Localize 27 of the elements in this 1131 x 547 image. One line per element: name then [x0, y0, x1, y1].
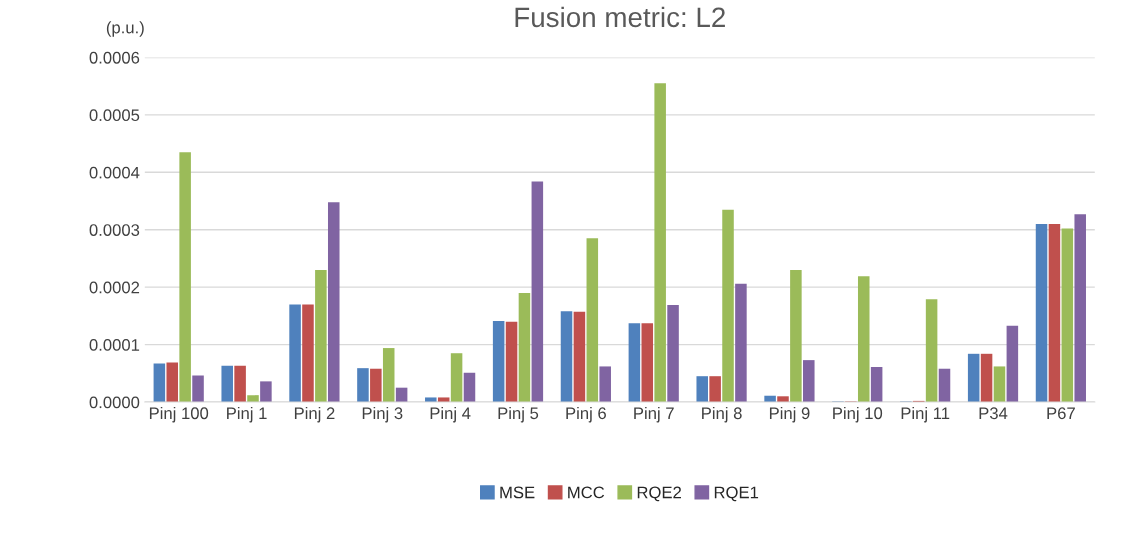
- y-tick-label: 0.0000: [89, 396, 140, 409]
- x-tick-label: Pinj 2: [294, 406, 335, 423]
- x-tick-label: Pinj 1: [227, 406, 267, 423]
- y-tick-label: 0.0004: [89, 166, 140, 179]
- x-tick-label: Pinj 9: [769, 406, 810, 423]
- y-tick-label: 0.0006: [89, 51, 140, 64]
- x-tick-label: Pinj 3: [362, 406, 403, 423]
- legend-label: RQE2: [637, 486, 681, 502]
- x-tick-label: Pinj 8: [702, 406, 742, 423]
- x-tick-label: P34: [979, 407, 1008, 420]
- x-tick-label: P67: [1047, 407, 1075, 420]
- legend-label: MCC: [568, 486, 605, 499]
- x-tick-label: Pinj 7: [634, 406, 674, 423]
- x-tick-label: Pinj 100: [149, 406, 209, 423]
- legend-label: MSE: [500, 486, 535, 499]
- x-tick-label: Pinj 11: [901, 406, 950, 423]
- x-tick-label: Pinj 10: [833, 406, 883, 423]
- y-tick-label: 0.0003: [89, 224, 140, 236]
- x-tick-label: Pinj 5: [498, 406, 539, 423]
- y-tick-label: 0.0002: [89, 281, 140, 294]
- y-axis-title: (p.u.): [106, 21, 144, 37]
- legend-label: RQE1: [714, 486, 759, 502]
- x-tick-label: Pinj 4: [430, 406, 471, 423]
- x-tick-label: Pinj 6: [566, 406, 606, 423]
- y-tick-label: 0.0001: [89, 339, 140, 351]
- y-tick-label: 0.0005: [89, 109, 140, 122]
- chart-title: Fusion metric: L2: [515, 6, 725, 28]
